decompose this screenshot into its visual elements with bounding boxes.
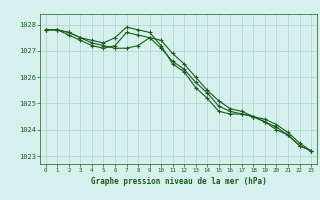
X-axis label: Graphe pression niveau de la mer (hPa): Graphe pression niveau de la mer (hPa) [91, 177, 266, 186]
